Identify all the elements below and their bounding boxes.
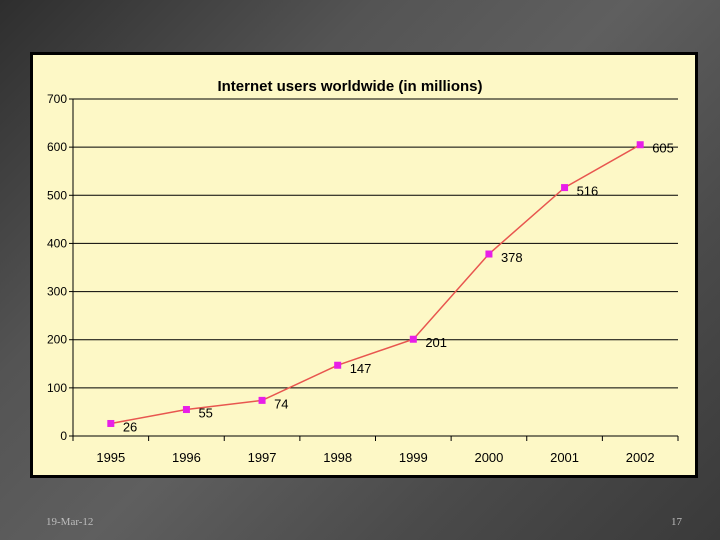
data-label-1996: 55 (198, 406, 212, 421)
series-line (110, 144, 641, 425)
y-tick-label-500: 500 (47, 188, 67, 202)
x-tick-label-1997: 1997 (248, 450, 277, 465)
data-label-2002: 605 (652, 141, 674, 156)
data-label-1999: 201 (425, 335, 447, 350)
data-point-1997 (258, 396, 266, 404)
data-point-1996 (182, 406, 190, 414)
data-label-1998: 147 (350, 361, 372, 376)
x-tick-label-1995: 1995 (96, 450, 125, 465)
data-point-2001 (561, 184, 569, 192)
data-point-1999 (409, 335, 417, 343)
x-tick-label-1996: 1996 (172, 450, 201, 465)
x-tick-label-1999: 1999 (399, 450, 428, 465)
y-tick-label-0: 0 (60, 429, 67, 443)
y-tick-label-200: 200 (47, 333, 67, 347)
y-tick-label-700: 700 (47, 92, 67, 106)
data-label-2001: 516 (577, 184, 599, 199)
chart-title: Internet users worldwide (in millions) (217, 78, 482, 95)
y-tick-label-400: 400 (47, 236, 67, 250)
slide-page-number: 17 (671, 516, 682, 528)
data-label-1995: 26 (123, 419, 137, 434)
y-tick-label-300: 300 (47, 285, 67, 299)
y-tick-label-600: 600 (47, 140, 67, 154)
data-point-1998 (334, 361, 342, 369)
data-label-1997: 74 (274, 396, 288, 411)
data-point-1995 (107, 419, 115, 427)
slide-date: 19-Mar-12 (46, 516, 94, 528)
x-tick-label-2000: 2000 (474, 450, 503, 465)
line-chart: Internet users worldwide (in millions) 0… (47, 78, 679, 465)
chart-frame: Internet users worldwide (in millions) 0… (30, 52, 698, 478)
data-point-2002 (636, 141, 644, 149)
x-tick-label-2001: 2001 (550, 450, 579, 465)
x-tick-label-2002: 2002 (626, 450, 655, 465)
data-label-2000: 378 (501, 250, 523, 265)
y-tick-label-100: 100 (47, 381, 67, 395)
chart-area: Internet users worldwide (in millions) 0… (33, 55, 695, 475)
data-point-2000 (485, 250, 493, 258)
x-tick-label-1998: 1998 (323, 450, 352, 465)
